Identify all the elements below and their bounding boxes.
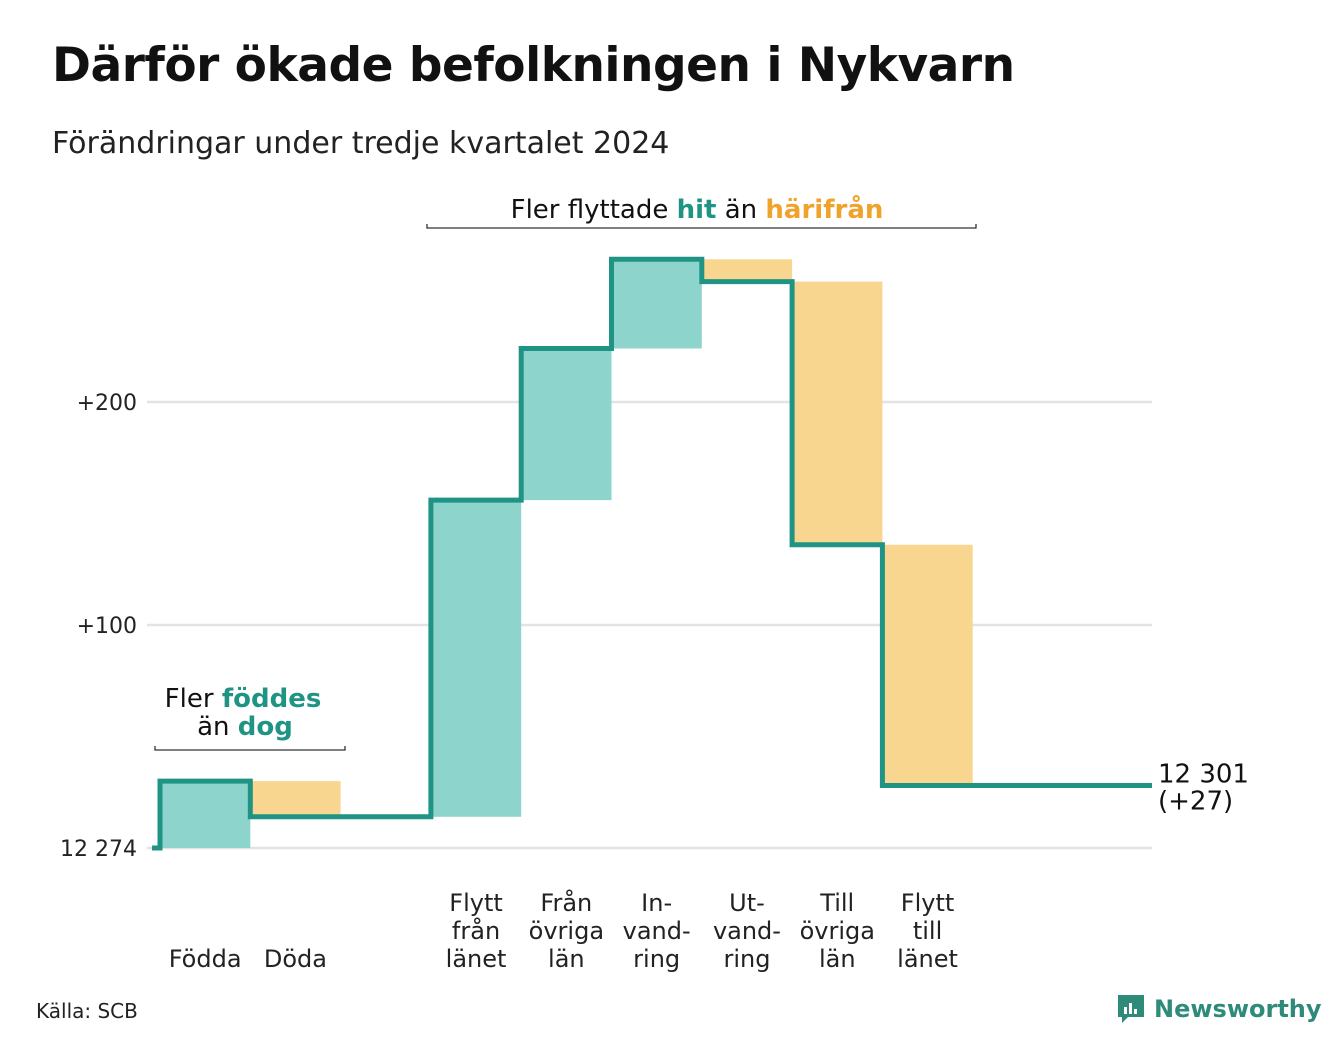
category-label-line: Till bbox=[819, 889, 854, 917]
category-label-line: Flytt bbox=[901, 889, 955, 917]
annotation-part: än bbox=[197, 712, 238, 742]
category-label-line: från bbox=[452, 916, 500, 945]
category-label-line: Ut- bbox=[729, 889, 765, 917]
step-line-layer bbox=[152, 256, 1152, 851]
category-label-line: övriga bbox=[800, 917, 875, 945]
category-label-line: Döda bbox=[264, 945, 327, 973]
y-baseline-label: 12 274 bbox=[60, 837, 137, 862]
bar-flytt-till-länet bbox=[882, 544, 973, 786]
annotation-births-bracket bbox=[154, 746, 346, 751]
category-label-line: övriga bbox=[529, 917, 604, 945]
bar-flytt-från-länet bbox=[430, 500, 522, 817]
category-label-line: Födda bbox=[169, 945, 242, 973]
category-label-line: län bbox=[548, 945, 585, 973]
category-label-line: vand- bbox=[713, 917, 781, 945]
category-label-line: ring bbox=[723, 945, 770, 973]
annotation-part: härifrån bbox=[765, 193, 883, 225]
annotation-part: dog bbox=[238, 712, 293, 742]
bar-döda bbox=[250, 781, 341, 817]
end-change-label: (+27) bbox=[1158, 787, 1233, 817]
category-label-line: länet bbox=[897, 945, 958, 973]
category-label: Från övriga län bbox=[529, 888, 604, 973]
category-label-line: till bbox=[913, 917, 942, 945]
annotation-births-line2: än dog bbox=[197, 712, 293, 742]
annotation-part: hit bbox=[677, 195, 717, 225]
source-note: Källa: SCB bbox=[36, 999, 138, 1023]
y-tick-label: +100 bbox=[77, 614, 137, 639]
category-label-line: Från bbox=[540, 888, 592, 917]
category-label-line: Flytt bbox=[449, 889, 503, 917]
annotation-part: Fler flyttade bbox=[511, 195, 677, 225]
category-label: Ut-vand-ring bbox=[713, 889, 781, 973]
category-label-line: In- bbox=[641, 889, 672, 917]
bar-födda bbox=[160, 781, 251, 848]
chart-subtitle: Förändringar under tredje kvartalet 2024 bbox=[52, 126, 670, 161]
chart-title: Därför ökade befolkningen i Nykvarn bbox=[52, 38, 1015, 93]
category-label: Döda bbox=[264, 945, 327, 973]
annotation-moves-bracket bbox=[426, 224, 977, 229]
category-label: In-vand-ring bbox=[623, 889, 691, 973]
brand-chart-icon bbox=[1118, 995, 1144, 1023]
bars-layer bbox=[160, 259, 973, 848]
category-label-line: vand- bbox=[623, 917, 691, 945]
brand-name: Newsworthy bbox=[1154, 995, 1322, 1023]
annotation-births-line1: Fler föddes bbox=[165, 684, 322, 714]
category-label-line: länet bbox=[446, 945, 507, 973]
end-value-label: 12 301 bbox=[1158, 760, 1249, 790]
category-label-line: ring bbox=[633, 945, 680, 973]
annotation-part: föddes bbox=[222, 684, 322, 714]
brand-logo[interactable]: Newsworthy bbox=[1116, 993, 1322, 1025]
bar-in--vand--ring bbox=[611, 259, 702, 349]
bar-till-övriga-län bbox=[792, 281, 883, 545]
grid-layer bbox=[147, 400, 1152, 850]
bar-från-övriga-län bbox=[521, 348, 612, 501]
bar-ut--vand--ring bbox=[701, 259, 793, 282]
category-label: Flytt till länet bbox=[897, 889, 958, 973]
annotation-part: Fler bbox=[165, 684, 222, 714]
annotation-moves: Fler flyttade hit än härifrån bbox=[511, 193, 884, 225]
category-label: Flytt från länet bbox=[446, 889, 507, 973]
category-label: Födda bbox=[169, 945, 242, 973]
category-label-line: län bbox=[819, 945, 856, 973]
annotation-part: än bbox=[716, 195, 765, 225]
y-tick-label: +200 bbox=[77, 391, 137, 416]
cumulative-step-line bbox=[152, 256, 1152, 851]
category-label: Till övriga län bbox=[800, 889, 875, 973]
